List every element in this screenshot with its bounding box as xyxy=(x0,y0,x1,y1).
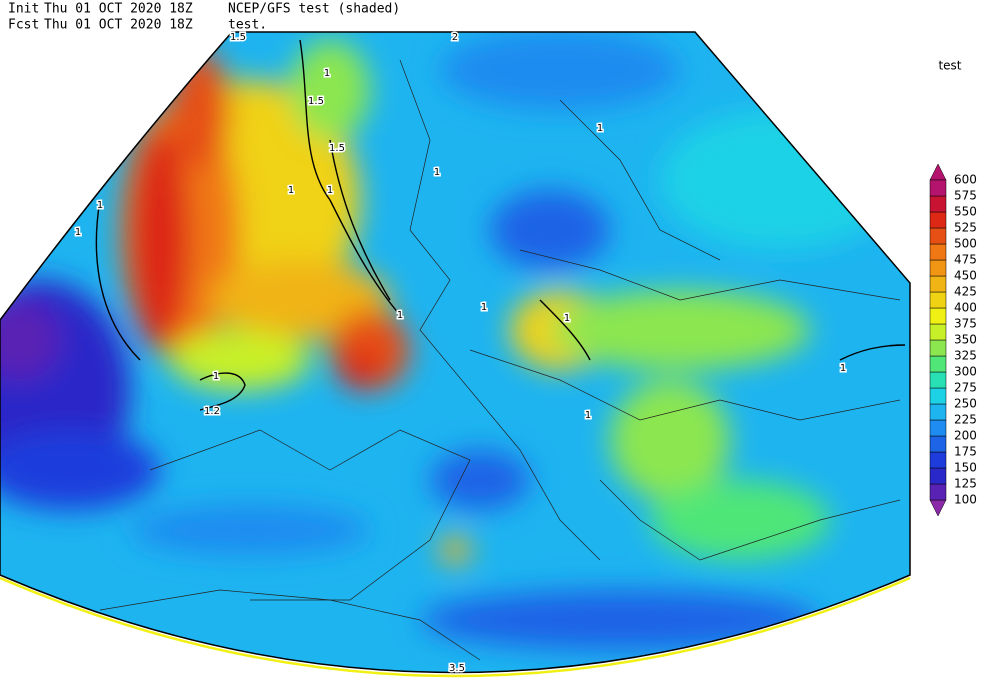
contour-label: 1 xyxy=(564,313,570,324)
colorbar-swatch xyxy=(929,467,947,485)
contour-labels: 1.5 2 1 1.5 1.5 1 1 1 1 1 1 1 1 1 1 1.2 … xyxy=(73,31,847,676)
colorbar-swatch xyxy=(929,307,947,325)
colorbar-label: 475 xyxy=(954,253,977,267)
colorbar-label: 150 xyxy=(954,461,977,475)
colorbar-swatch xyxy=(929,339,947,357)
colorbar-swatch xyxy=(929,355,947,373)
colorbar-label: 400 xyxy=(954,301,977,315)
contour-label: 1 xyxy=(213,371,219,382)
field-shading xyxy=(0,32,900,650)
colorbar-label: 600 xyxy=(954,173,977,187)
colorbar-label: 250 xyxy=(954,397,977,411)
colorbar-swatch xyxy=(929,179,947,197)
colorbar-under xyxy=(929,499,947,517)
contour-label: 1.5 xyxy=(329,143,345,154)
colorbar-label: 500 xyxy=(954,237,977,251)
colorbar-label: 575 xyxy=(954,189,977,203)
colorbar-label: 550 xyxy=(954,205,977,219)
colorbar-swatch xyxy=(929,243,947,261)
map-title: NCEP/GFS test (shaded) xyxy=(228,2,400,17)
country-borders xyxy=(99,59,901,661)
contour-label: 1 xyxy=(327,185,333,196)
map-frame-edge xyxy=(0,576,911,678)
colorbar-label: 175 xyxy=(954,445,977,459)
contour-label: 3.5 xyxy=(449,663,465,674)
colorbar-swatch xyxy=(929,371,947,389)
init-label: Init xyxy=(8,2,39,17)
contour-label: 2 xyxy=(452,32,458,43)
legend-title: test xyxy=(938,59,961,73)
colorbar-label: 375 xyxy=(954,317,977,331)
colorbar-label: 450 xyxy=(954,269,977,283)
contour-label: 1 xyxy=(597,123,603,134)
colorbar-label: 225 xyxy=(954,413,977,427)
colorbar-swatch xyxy=(929,259,947,277)
colorbar-swatch xyxy=(929,291,947,309)
colorbar-label: 100 xyxy=(954,493,977,507)
fcst-label: Fcst xyxy=(8,18,39,33)
colorbar-swatch xyxy=(929,451,947,469)
contour-label: 1 xyxy=(324,68,330,79)
colorbar-swatch xyxy=(929,275,947,293)
fcst-time: Thu 01 OCT 2020 18Z xyxy=(44,18,193,33)
colorbar-swatch xyxy=(929,403,947,421)
colorbar-swatch xyxy=(929,419,947,437)
colorbar-label: 125 xyxy=(954,477,977,491)
contour-label: 1 xyxy=(288,185,294,196)
colorbar-label: 275 xyxy=(954,381,977,395)
colorbar-label: 200 xyxy=(954,429,977,443)
map-subtitle: test. xyxy=(228,18,267,33)
colorbar-label: 525 xyxy=(954,221,977,235)
init-time: Thu 01 OCT 2020 18Z xyxy=(44,2,193,17)
colorbar-over xyxy=(929,163,947,181)
contour-label: 1.5 xyxy=(308,96,324,107)
colorbar-swatch xyxy=(929,483,947,501)
colorbar-swatch xyxy=(929,211,947,229)
colorbar-swatch xyxy=(929,387,947,405)
contours xyxy=(95,39,906,411)
contour-label: 1 xyxy=(97,200,103,211)
contour-label: 1 xyxy=(840,363,846,374)
colorbar-label: 425 xyxy=(954,285,977,299)
contour-label: 1.2 xyxy=(204,406,220,417)
map-field xyxy=(0,32,910,673)
colorbar-label: 325 xyxy=(954,349,977,363)
colorbar: 100 125 150 175 200 225 250 275 300 325 350 375 400 4… xyxy=(929,163,977,517)
colorbar-label: 350 xyxy=(954,333,977,347)
contour-label: 1 xyxy=(397,310,403,321)
colorbar-label: 300 xyxy=(954,365,977,379)
map-frame xyxy=(0,31,911,674)
contour-label: 1 xyxy=(434,167,440,178)
contour-label: 1 xyxy=(585,410,591,421)
colorbar-swatch xyxy=(929,195,947,213)
contour-label: 1 xyxy=(75,227,81,238)
colorbar-swatch xyxy=(929,323,947,341)
contour-label: 1 xyxy=(481,302,487,313)
contour-label: 1.5 xyxy=(230,32,246,43)
colorbar-swatch xyxy=(929,227,947,245)
colorbar-swatch xyxy=(929,435,947,453)
